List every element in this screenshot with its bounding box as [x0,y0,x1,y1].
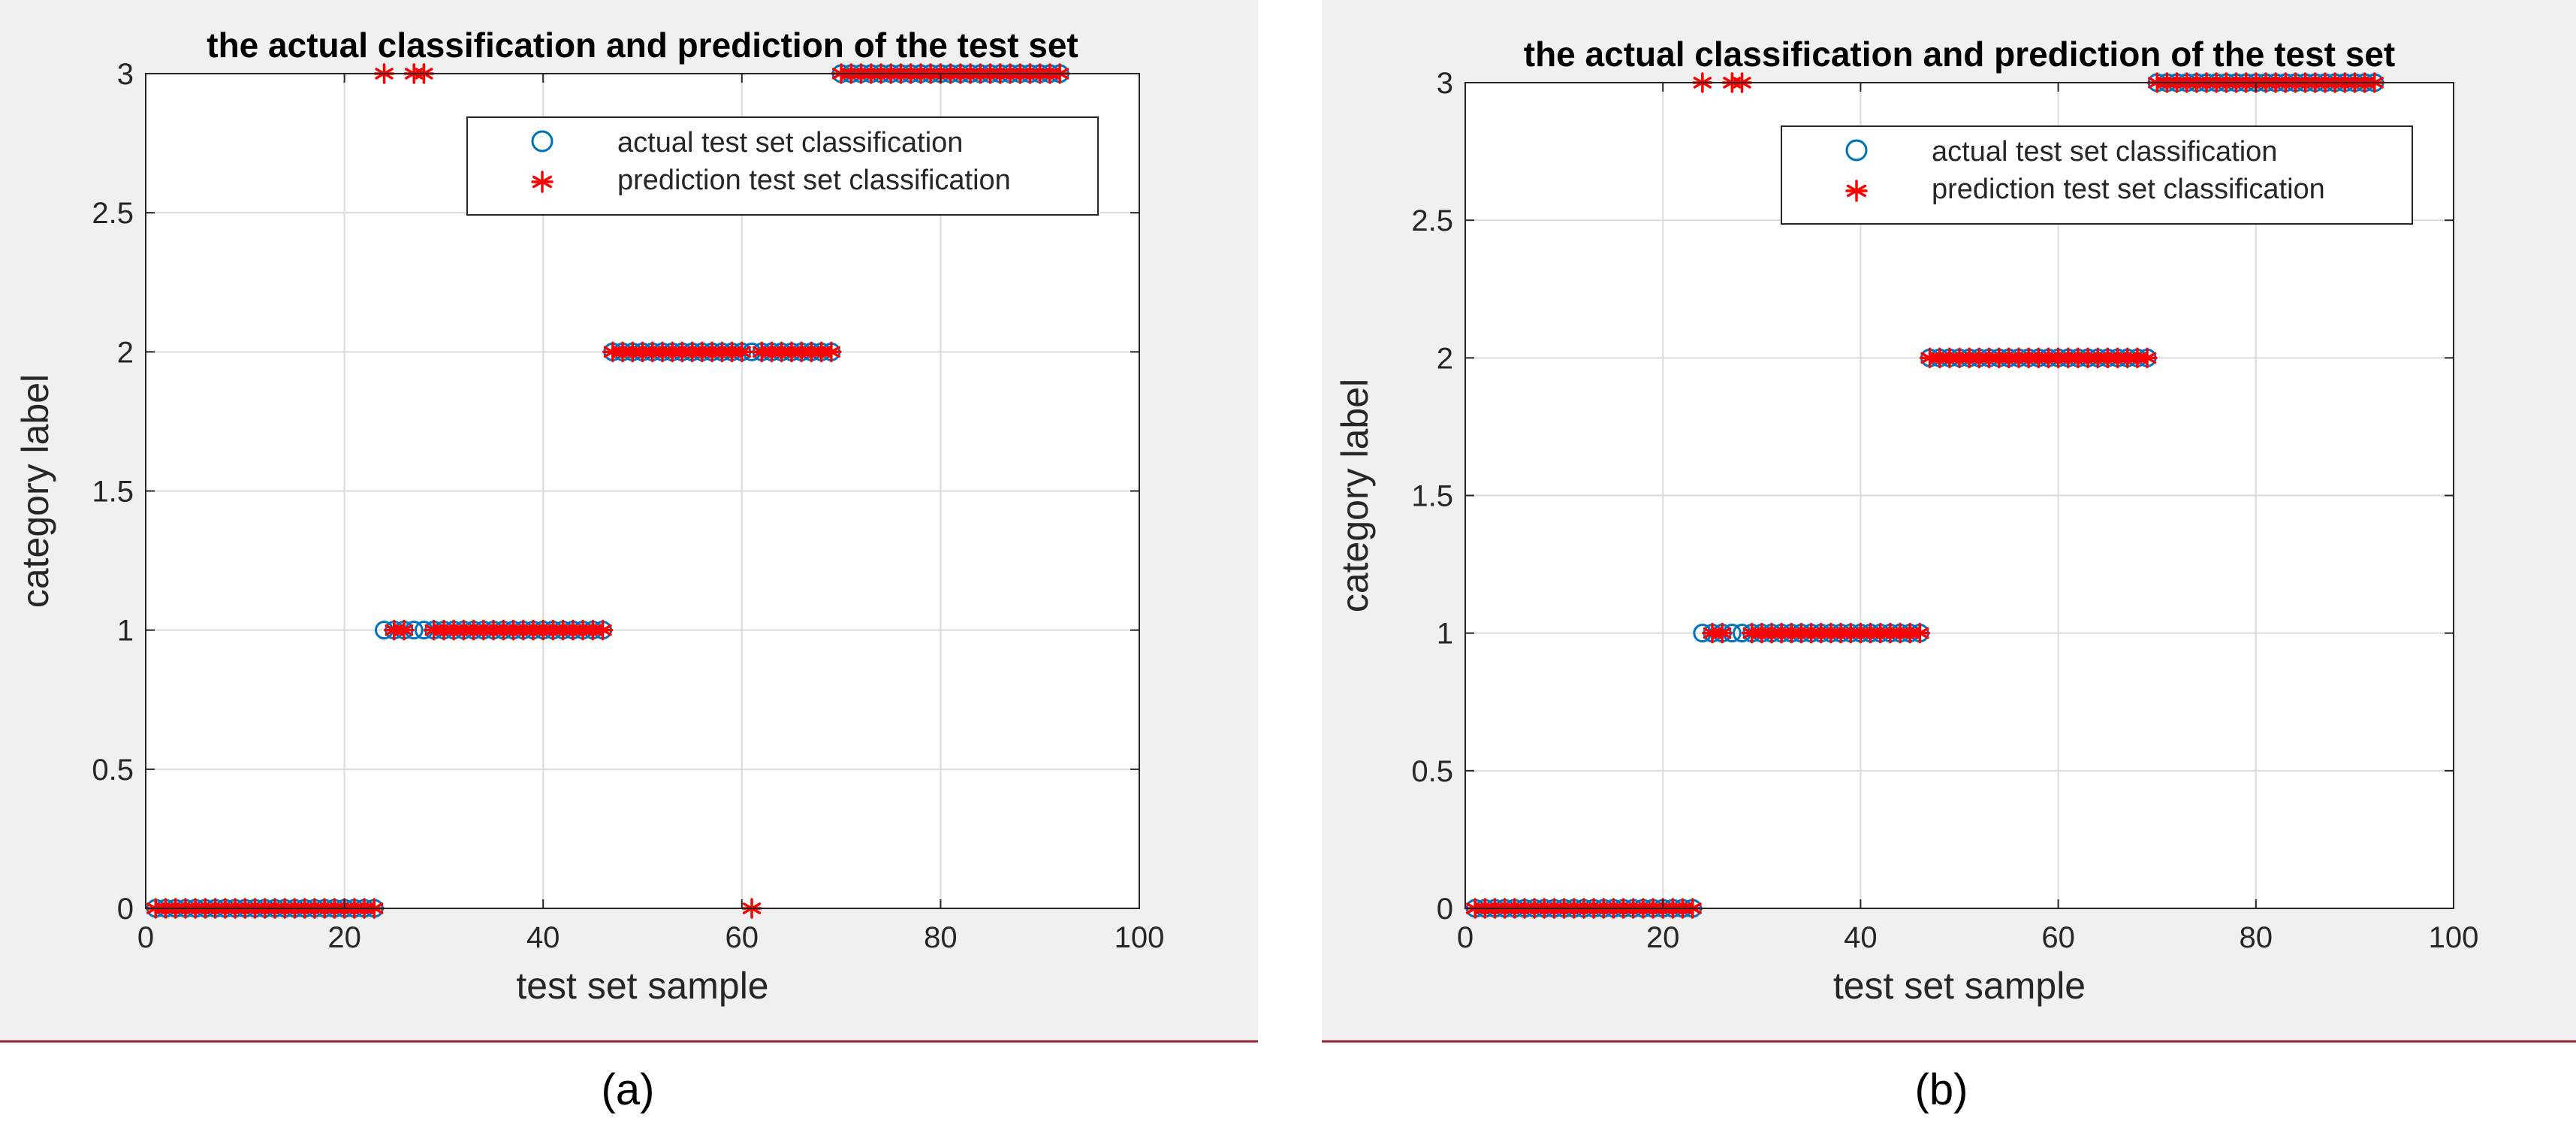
legend-asterisk-marker [531,171,554,193]
y-tick-label: 0.5 [1411,755,1453,788]
x-tick-label: 100 [2429,921,2479,954]
y-axis-label: category label [1334,379,1376,612]
x-tick-label: 60 [725,921,759,954]
legend-circle-marker [1845,139,1868,162]
y-tick-label: 2 [117,336,134,369]
y-tick-label: 2.5 [1411,204,1453,237]
x-axis-label: test set sample [516,965,768,1007]
x-tick-label: 60 [2041,921,2075,954]
x-tick-label: 20 [327,921,361,954]
legend: actual test set classification prediction… [1781,125,2413,225]
x-tick-label: 0 [1457,921,1474,954]
panel-label: (a) [602,1065,655,1114]
y-tick-label: 1.5 [1411,480,1453,513]
prediction-point [731,341,753,363]
legend-label-prediction: prediction test set classification [1932,174,2325,205]
chart-panel-b: 0 20 40 60 80 100 0 0.5 1 1.5 2 2.5 3 the actual clas… [1322,0,2576,1114]
x-tick-label: 40 [1844,921,1878,954]
x-tick-label: 40 [526,921,560,954]
legend-asterisk-marker [1845,180,1868,202]
chart-title: the actual classification and prediction… [1524,35,2395,74]
x-tick-label: 80 [2240,921,2273,954]
y-tick-label: 1 [117,615,134,648]
y-tick-label: 0 [1437,893,1453,926]
y-tick-label: 0.5 [92,754,134,787]
x-tick-label: 20 [1646,921,1680,954]
legend-label-actual: actual test set classification [1932,136,2277,168]
y-tick-label: 3 [1437,67,1453,100]
y-tick-label: 2.5 [92,197,134,230]
legend: actual test set classification prediction… [466,116,1099,216]
prediction-point [1909,622,1931,644]
legend-circle-marker [531,130,554,153]
x-axis-label: test set sample [1833,965,2086,1007]
x-tick-label: 80 [924,921,958,954]
legend-box [466,116,1099,216]
prediction-point [2137,347,2158,369]
legend-label-prediction: prediction test set classification [617,165,1011,196]
y-tick-label: 0 [117,893,134,926]
prediction-point [1712,622,1733,644]
panel-label: (b) [1915,1065,1968,1114]
prediction-point [394,619,415,641]
y-tick-label: 1 [1437,618,1453,651]
legend-label-actual: actual test set classification [617,127,963,159]
x-tick-label: 0 [137,921,154,954]
y-tick-label: 2 [1437,342,1453,375]
chart-panel-a: 0 20 40 60 80 100 0 0.5 1 1.5 2 2.5 3 the actual clas… [0,0,1258,1114]
prediction-point [821,341,842,363]
y-axis-label: category label [14,374,56,608]
x-tick-label: 100 [1115,921,1165,954]
chart-title: the actual classification and prediction… [207,26,1078,65]
prediction-point [592,619,614,641]
y-tick-label: 3 [117,58,134,91]
y-tick-label: 1.5 [92,476,134,509]
legend-box [1781,125,2413,225]
